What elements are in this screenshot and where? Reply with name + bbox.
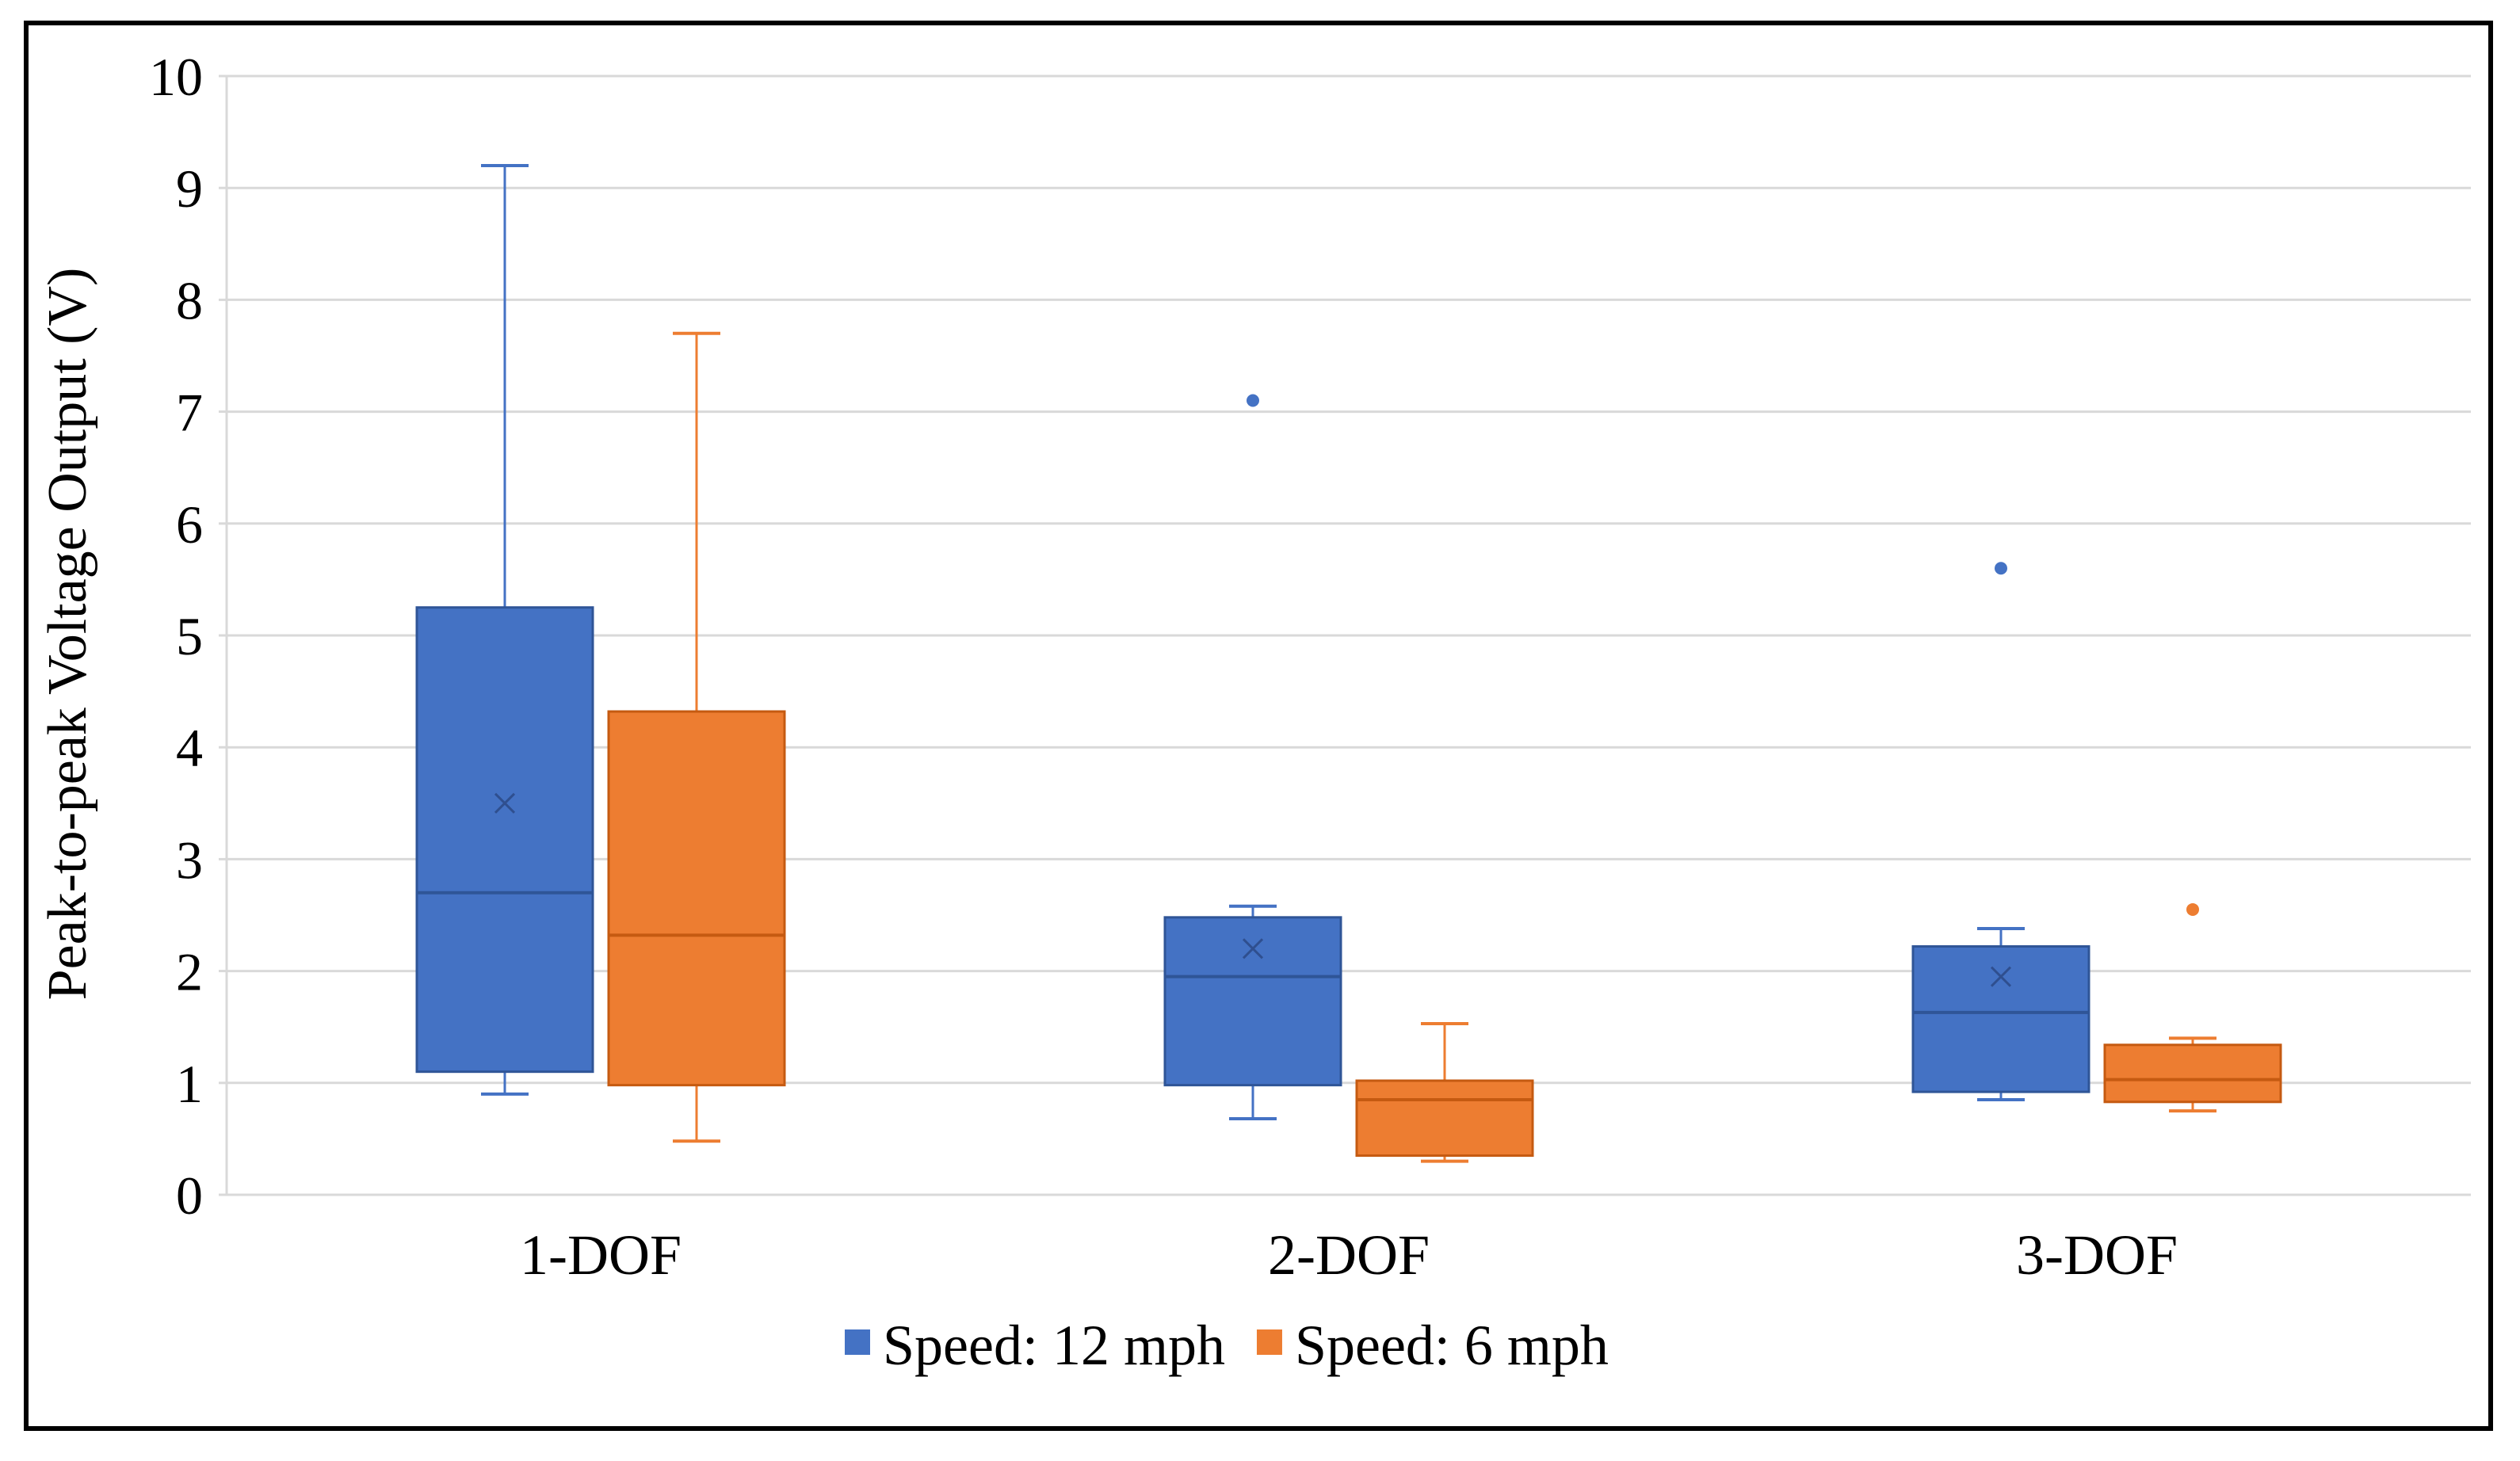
box-speed-6-mph-1-dof: [607, 331, 786, 1143]
box-speed-12-mph-2-dof: [1163, 394, 1342, 1120]
legend-label: Speed: 6 mph: [1295, 1314, 1609, 1377]
mean-marker: [494, 792, 516, 814]
y-tick-label: 7: [176, 383, 203, 443]
box-iqr: [1163, 916, 1342, 1087]
box-speed-6-mph-2-dof: [1355, 1021, 1534, 1163]
y-tick-label: 2: [176, 942, 203, 1002]
outlier-point: [1247, 394, 1259, 407]
box-iqr: [1911, 945, 2090, 1093]
x-axis-categories: 1-DOF 2-DOF 3-DOF: [520, 1223, 2178, 1287]
y-tick-label: 0: [176, 1165, 203, 1226]
box-series: [415, 163, 2282, 1163]
x-category-label: 1-DOF: [520, 1223, 682, 1287]
legend: Speed: 12 mph Speed: 6 mph: [845, 1314, 1609, 1377]
outlier-point: [2186, 902, 2199, 916]
y-axis-title: Peak-to-peak Voltage Output (V): [37, 268, 98, 1001]
box-iqr: [2103, 1043, 2282, 1104]
outlier-point: [1995, 562, 2007, 575]
y-tick-label: 8: [176, 270, 203, 330]
y-tick-label: 9: [176, 158, 203, 219]
x-category-label: 2-DOF: [1268, 1223, 1430, 1287]
box-iqr: [1355, 1079, 1534, 1158]
x-category-label: 3-DOF: [2016, 1223, 2178, 1287]
y-tick-label: 4: [176, 718, 203, 778]
y-axis-ticks: 0 1 2 3 4 5 6 7 8 9 10: [149, 47, 203, 1226]
box-iqr: [415, 606, 594, 1074]
legend-swatch: [845, 1329, 870, 1355]
gridlines: [219, 74, 2471, 1196]
y-tick-label: 10: [149, 47, 203, 107]
legend-swatch: [1256, 1329, 1282, 1355]
y-tick-label: 3: [176, 830, 203, 890]
box-speed-12-mph-3-dof: [1911, 562, 2090, 1101]
mean-marker: [1242, 938, 1264, 959]
y-tick-label: 5: [176, 606, 203, 666]
box-iqr: [607, 710, 786, 1087]
box-speed-6-mph-3-dof: [2103, 902, 2282, 1113]
legend-label: Speed: 12 mph: [883, 1314, 1225, 1377]
mean-marker: [1990, 966, 2012, 987]
box-speed-12-mph-1-dof: [415, 163, 594, 1096]
y-tick-label: 1: [176, 1054, 203, 1114]
y-tick-label: 6: [176, 494, 203, 555]
